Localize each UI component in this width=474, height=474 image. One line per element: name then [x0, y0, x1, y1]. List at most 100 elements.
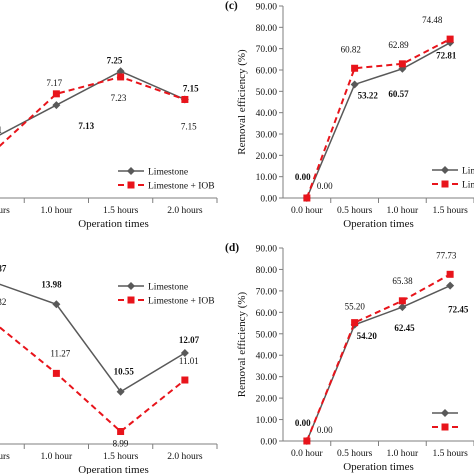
- data-point-marker: [398, 297, 406, 305]
- data-label: 62.45: [394, 323, 415, 333]
- y-tick-label: 20.00: [256, 152, 278, 162]
- y-tick-label: 80.00: [256, 24, 278, 34]
- data-label: 0.00: [317, 425, 333, 435]
- legend-label: Lime: [462, 181, 474, 191]
- data-label: 65.38: [392, 276, 413, 286]
- data-label: 0.00: [295, 418, 311, 428]
- chart-panel-2: 0.0 hour 0.5 hours 1.0 hour 1.5 hours Operat…: [225, 0, 474, 230]
- y-axis-title: Removal efficiency (%): [236, 291, 248, 397]
- y-tick-label: 40.00: [256, 352, 278, 362]
- x-tick-label: 1.0 hour: [41, 452, 74, 462]
- legend-label: Limestone: [148, 168, 188, 178]
- y-tick-label: 30.00: [256, 373, 278, 383]
- y-tick-label: 0.00: [260, 195, 277, 205]
- data-point-marker: [116, 67, 125, 76]
- data-label: 11.01: [179, 356, 199, 366]
- data-label: 53.22: [358, 90, 379, 100]
- data-label: 0.00: [295, 172, 311, 182]
- data-label: 14.87: [0, 264, 7, 274]
- data-point-marker: [52, 369, 60, 377]
- series-line-limestone: [0, 70, 186, 136]
- data-point-marker: [116, 387, 125, 396]
- series-line-limestone-iob: [0, 75, 186, 148]
- legend-label: Limestone: [148, 283, 188, 293]
- y-tick-label: 70.00: [256, 287, 278, 297]
- series-line-limestone: [306, 284, 451, 442]
- legend-label: Limestone + IOB: [148, 297, 215, 307]
- data-point-marker: [351, 64, 359, 72]
- data-point-marker: [446, 281, 455, 290]
- data-label: 72.81: [436, 51, 457, 61]
- data-label: 7.13: [78, 121, 94, 131]
- x-tick-label: 1.0 hour: [387, 449, 420, 459]
- data-point-marker: [303, 194, 311, 202]
- data-point-marker: [181, 376, 189, 384]
- chart-panel-3: 0.5 hours 1.0 hour 1.5 hours 2.0 hours Opera…: [0, 264, 218, 474]
- y-tick-label: 70.00: [256, 45, 278, 55]
- legend-swatch-marker: [127, 181, 135, 189]
- x-axis-title: Operation times: [343, 461, 414, 473]
- x-tick-label: 1.0 hour: [41, 206, 74, 216]
- legend-swatch-marker: [441, 166, 449, 174]
- data-label: 54.20: [357, 331, 378, 341]
- data-point-marker: [446, 35, 454, 43]
- data-label: 8.99: [113, 439, 129, 449]
- x-tick-label: 0.5 hours: [337, 449, 373, 459]
- data-point-marker: [52, 300, 61, 309]
- y-tick-label: 50.00: [256, 88, 278, 98]
- data-label: 62.89: [388, 40, 409, 50]
- legend-swatch-marker: [127, 167, 135, 175]
- data-point-marker: [303, 437, 311, 445]
- data-label: 55.20: [345, 302, 366, 312]
- data-label: 7.15: [181, 121, 197, 131]
- legend-label: Lime: [462, 167, 474, 177]
- x-tick-label: 1.5 hours: [103, 206, 139, 216]
- data-point-marker: [117, 73, 125, 81]
- legend-swatch-marker: [441, 180, 449, 188]
- data-label: 10.55: [114, 367, 135, 377]
- data-label: 7.25: [107, 55, 123, 65]
- series-line-limestone-iob: [305, 38, 451, 199]
- data-point-marker: [52, 90, 60, 98]
- x-tick-label: 1.5 hours: [432, 449, 468, 459]
- y-tick-label: 0.00: [260, 438, 277, 448]
- y-axis-title: Removal efficiency (%): [236, 49, 248, 155]
- panel-label: (d): [225, 242, 239, 254]
- legend-swatch-marker: [441, 409, 449, 417]
- data-point-marker: [52, 101, 61, 110]
- data-point-marker: [350, 80, 359, 89]
- x-tick-label: 1.5 hours: [432, 206, 468, 216]
- x-tick-label: 0.0 hour: [291, 206, 324, 216]
- data-label: 60.57: [388, 89, 409, 99]
- data-label: 12.07: [179, 335, 200, 345]
- y-tick-label: 90.00: [256, 245, 278, 255]
- panel-label: (c): [225, 0, 238, 12]
- x-tick-label: 0.0 hour: [291, 449, 324, 459]
- chart-panel-1: 0.5 hours 1.0 hour 1.5 hours 2.0 hours Opera…: [0, 55, 218, 230]
- data-label: 13.98: [41, 279, 62, 289]
- data-label: 13.32: [0, 297, 6, 307]
- y-tick-label: 10.00: [256, 416, 278, 426]
- data-label: 60.82: [341, 44, 361, 54]
- y-tick-label: 40.00: [256, 109, 278, 119]
- series-line-limestone-iob: [0, 326, 186, 433]
- x-axis-title: Operation times: [343, 218, 414, 230]
- data-label: 77.73: [436, 250, 457, 260]
- y-tick-label: 30.00: [256, 131, 278, 141]
- data-point-marker: [181, 95, 189, 103]
- y-tick-label: 80.00: [256, 266, 278, 276]
- data-point-marker: [117, 428, 125, 436]
- series-line-limestone-iob: [305, 273, 451, 442]
- x-tick-label: 0.5 hours: [0, 206, 10, 216]
- x-tick-label: 2.0 hours: [167, 452, 203, 462]
- x-tick-label: 2.0 hours: [167, 206, 203, 216]
- y-tick-label: 60.00: [256, 67, 278, 77]
- legend-swatch-marker: [441, 423, 449, 431]
- legend-swatch-marker: [127, 282, 135, 290]
- data-label: 7.17: [46, 78, 62, 88]
- data-label: 11.27: [50, 348, 70, 358]
- legend-label: Limestone + IOB: [148, 182, 215, 192]
- data-label: 7.23: [111, 93, 127, 103]
- series-line-limestone: [0, 283, 186, 393]
